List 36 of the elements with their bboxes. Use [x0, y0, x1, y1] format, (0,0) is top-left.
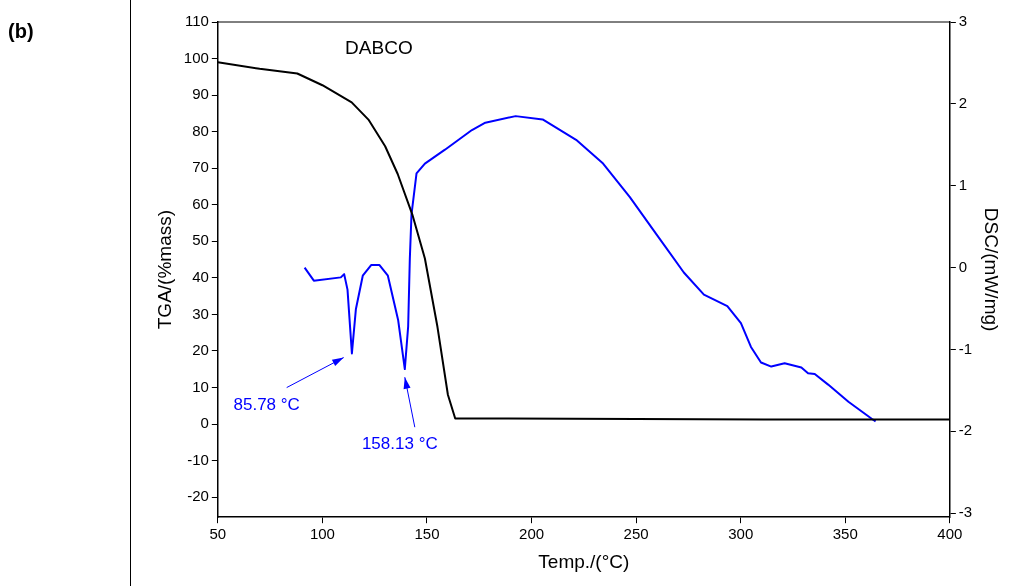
y-tick-label: 70 — [192, 158, 209, 176]
x-tick-label: 200 — [519, 525, 545, 543]
annotation: 85.78 °C — [233, 394, 300, 414]
y2-axis-title: DSC/(mW/mg) — [981, 207, 1003, 332]
y-tick-label: 50 — [192, 231, 209, 249]
y-tick-label: 20 — [192, 341, 209, 359]
text: DABCO — [345, 37, 413, 58]
x-tick-label: 300 — [728, 525, 754, 543]
text: (b) — [8, 20, 34, 43]
y-tick-label: 90 — [192, 85, 209, 103]
y-tick-label: -10 — [187, 450, 209, 468]
y-tick-label: 0 — [200, 414, 209, 432]
x-tick-label: 50 — [209, 525, 227, 543]
x-axis-title: Temp./(°C) — [538, 550, 630, 572]
y-tick-label: 40 — [192, 267, 209, 285]
y-axis-title: TGA/(%mass) — [153, 209, 175, 330]
annotation: 158.13 °C — [361, 434, 438, 454]
x-tick-label: 100 — [309, 525, 335, 543]
x-tick-label: 250 — [623, 525, 649, 543]
x-tick-label: 400 — [937, 525, 963, 543]
y2-tick-label: 3 — [958, 12, 968, 30]
y2-tick-label: -2 — [958, 421, 973, 439]
y2-tick-label: 2 — [958, 93, 968, 111]
x-tick-label: 150 — [414, 525, 440, 543]
y-tick-label: 60 — [192, 194, 209, 212]
y2-tick-label: 1 — [958, 175, 968, 193]
y2-tick-label: 0 — [958, 257, 968, 275]
y2-tick-label: -3 — [958, 503, 973, 521]
y-tick-label: 80 — [192, 121, 209, 139]
y-tick-label: 30 — [192, 304, 209, 322]
x-tick-label: 350 — [832, 525, 858, 543]
y2-tick-label: -1 — [958, 339, 973, 357]
y-tick-label: -20 — [187, 487, 209, 505]
y-tick-label: 110 — [184, 12, 209, 30]
y-tick-label: 100 — [183, 48, 209, 66]
y-tick-label: 10 — [192, 377, 209, 395]
